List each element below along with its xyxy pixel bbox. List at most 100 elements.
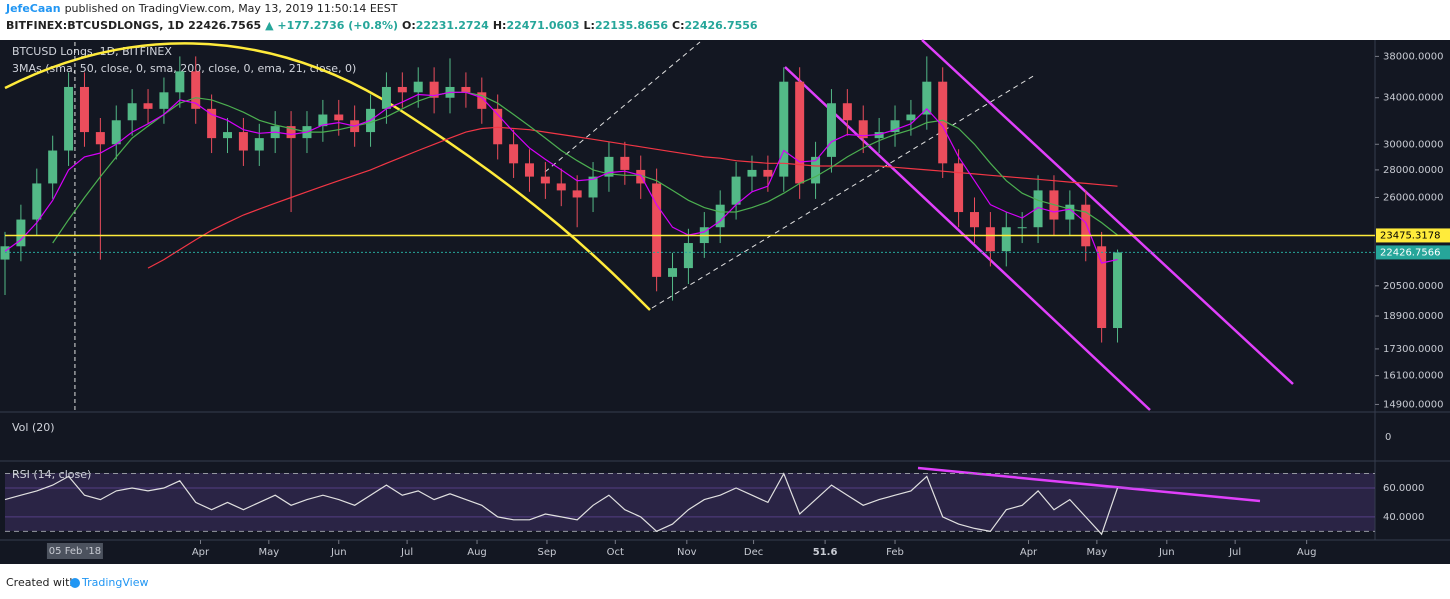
price-label-bg bbox=[1376, 245, 1450, 260]
x-tick-label: Dec bbox=[744, 547, 763, 558]
candle-body bbox=[413, 81, 423, 93]
y-tick-label: 26000.0000 bbox=[1383, 192, 1443, 203]
candle-body bbox=[683, 243, 693, 269]
symbol: BITFINEX:BTCUSDLONGS, 1D bbox=[6, 19, 184, 32]
channel-line bbox=[651, 74, 1036, 309]
candle-body bbox=[842, 103, 852, 121]
x-tick-label: Jun bbox=[1158, 547, 1175, 558]
y-tick-label: 28000.0000 bbox=[1383, 165, 1443, 176]
crosshair-label-bg bbox=[46, 543, 103, 559]
candle-body bbox=[874, 132, 884, 139]
candle-body bbox=[858, 120, 868, 139]
candle-body bbox=[429, 81, 439, 98]
indicator-legend: 3MAs (sma, 50, close, 0, sma, 200, close… bbox=[12, 62, 356, 75]
price-label-bg bbox=[1376, 228, 1450, 243]
candle-body bbox=[540, 176, 550, 184]
candle-body bbox=[890, 120, 900, 133]
candle-body bbox=[636, 169, 646, 184]
ohlc-value: 22231.2724 bbox=[416, 19, 489, 32]
candle-body bbox=[985, 227, 995, 252]
rsi-trend-line bbox=[917, 466, 1261, 503]
x-tick-label: Apr bbox=[1020, 547, 1038, 558]
x-tick-label: Nov bbox=[677, 547, 697, 558]
candle-body bbox=[1113, 252, 1123, 329]
x-tick-label: Feb bbox=[886, 547, 904, 558]
candle-body bbox=[207, 108, 217, 139]
candle-body bbox=[254, 138, 264, 151]
candle-body bbox=[79, 86, 89, 133]
candle-body bbox=[826, 103, 836, 157]
y-tick-label: 20500.0000 bbox=[1383, 281, 1443, 292]
candle-body bbox=[0, 246, 10, 260]
channel-line bbox=[544, 41, 701, 173]
candle-body bbox=[747, 169, 757, 177]
price-label: 23475.3178 bbox=[1380, 230, 1440, 241]
candle-body bbox=[731, 176, 741, 205]
x-tick-label: May bbox=[258, 547, 279, 558]
rsi-band-fill bbox=[5, 473, 1375, 531]
ohlc-label: C: bbox=[672, 19, 684, 32]
ohlc-label: H: bbox=[493, 19, 507, 32]
x-tick-label: Apr bbox=[192, 547, 210, 558]
x-tick-label: May bbox=[1087, 547, 1108, 558]
x-tick-label: Oct bbox=[607, 547, 624, 558]
x-tick-label: Jul bbox=[1228, 547, 1241, 558]
candle-body bbox=[588, 176, 598, 198]
price-label: 22426.7566 bbox=[1380, 247, 1440, 258]
y-tick-label: 38000.0000 bbox=[1383, 51, 1443, 62]
author[interactable]: JefeCaan bbox=[5, 2, 61, 15]
moving-average bbox=[147, 126, 1118, 269]
candle-body bbox=[524, 163, 534, 177]
ohlc-value: 22471.0603 bbox=[506, 19, 579, 32]
candle-body bbox=[223, 132, 233, 139]
candle-body bbox=[779, 81, 789, 177]
y-tick-label: 30000.0000 bbox=[1383, 139, 1443, 150]
candle-body bbox=[477, 92, 487, 109]
candle-body bbox=[175, 71, 185, 93]
candle-body bbox=[143, 103, 153, 109]
candle-body bbox=[1065, 204, 1075, 220]
crosshair-label: 05 Feb '18 bbox=[49, 546, 101, 557]
candle-body bbox=[95, 132, 105, 145]
candle-body bbox=[1017, 227, 1027, 229]
brand-logo bbox=[70, 578, 80, 588]
rsi-tick-label: 40.0000 bbox=[1383, 512, 1424, 523]
candle-body bbox=[16, 219, 26, 247]
candle-body bbox=[668, 268, 678, 277]
candle-body bbox=[493, 108, 503, 145]
rsi-title: RSI (14, close) bbox=[12, 468, 91, 481]
candle-body bbox=[111, 120, 121, 145]
x-tick-label: Aug bbox=[1297, 547, 1317, 558]
footer-text: Created with bbox=[6, 576, 76, 589]
candle-body bbox=[191, 71, 201, 109]
candle-body bbox=[381, 86, 391, 109]
candle-body bbox=[32, 183, 42, 220]
candle-body bbox=[286, 126, 296, 139]
candle-body bbox=[715, 204, 725, 228]
candle-body bbox=[318, 114, 328, 127]
candle-body bbox=[795, 81, 805, 184]
moving-average bbox=[52, 91, 1118, 244]
candle-body bbox=[620, 156, 630, 170]
symbol-line: BITFINEX:BTCUSDLONGS, 1D 22426.7565 ▲ +177… bbox=[6, 19, 758, 32]
candle-body bbox=[1081, 204, 1091, 247]
channel-line bbox=[921, 39, 1294, 385]
candle-body bbox=[556, 183, 566, 191]
candle-body bbox=[48, 150, 58, 184]
rsi-tick-label: 60.0000 bbox=[1383, 483, 1424, 494]
rsi-line bbox=[4, 472, 1119, 536]
candle-body bbox=[334, 114, 344, 121]
candle-body bbox=[938, 81, 948, 164]
x-tick-label: Sep bbox=[538, 547, 557, 558]
y-tick-label: 34000.0000 bbox=[1383, 93, 1443, 104]
footer-brand[interactable]: TradingView bbox=[81, 576, 148, 589]
x-tick-label: Aug bbox=[467, 547, 487, 558]
candle-body bbox=[64, 86, 74, 151]
candle-body bbox=[922, 81, 932, 115]
candle-body bbox=[1033, 190, 1043, 228]
candle-body bbox=[397, 86, 407, 93]
candle-body bbox=[1097, 246, 1107, 329]
candle-body bbox=[954, 163, 964, 213]
y-tick-label: 14900.0000 bbox=[1383, 399, 1443, 410]
